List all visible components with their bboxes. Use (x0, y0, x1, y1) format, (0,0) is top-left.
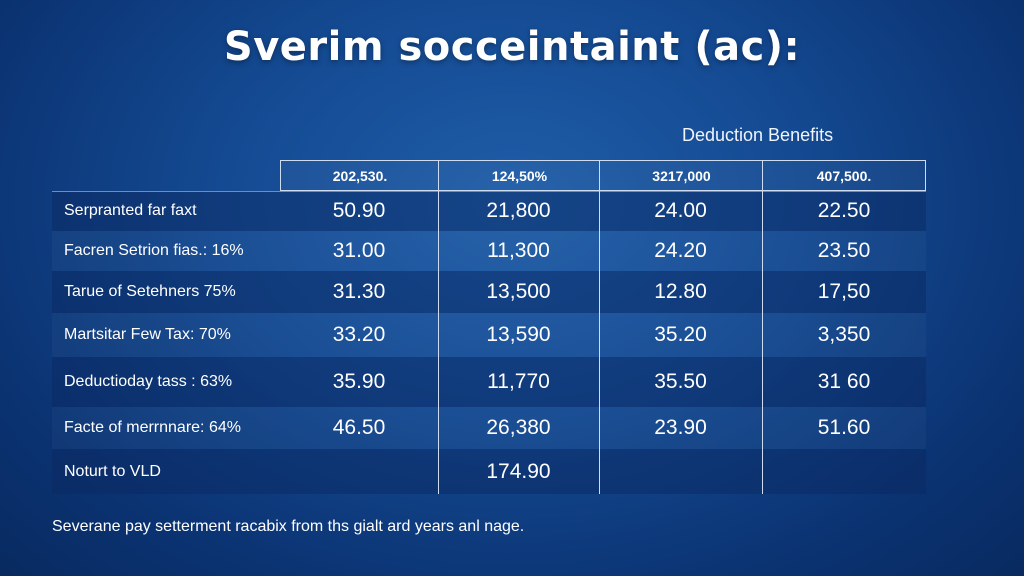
table-header-row: 202,530. 124,50% 3217,000 407,500. (280, 160, 926, 191)
table-cell: 35.50 (654, 370, 707, 393)
row-label: Noturt to VLD (64, 462, 161, 480)
table-row: Deductioday tass : 63% 35.90 11,770 35.5… (52, 357, 926, 407)
table-top-rule (52, 191, 926, 192)
row-label: Martsitar Few Tax: 70% (64, 326, 231, 343)
row-label: Serpranted far faxt (64, 202, 197, 219)
table-cell: 33.20 (332, 323, 386, 346)
table-cell (280, 449, 438, 494)
row-label: Tarue of Setehners 75% (64, 283, 236, 300)
table-cell: 24.20 (654, 239, 707, 262)
table-cell: 12.80 (654, 280, 707, 303)
table-cell: 13,590 (486, 323, 551, 346)
table-cell: 11,300 (487, 239, 550, 262)
column-divider (762, 160, 763, 494)
table-cell: 3,350 (817, 323, 871, 346)
table-cell: 23.90 (654, 416, 707, 439)
table-cell: 35.20 (654, 323, 707, 346)
data-table: 202,530. 124,50% 3217,000 407,500. Serpr… (52, 160, 926, 494)
table-cell: 13,500 (486, 280, 551, 303)
column-header-4: 407,500. (816, 168, 872, 184)
table-cell (762, 449, 926, 494)
table-cell: 31.00 (332, 239, 386, 262)
table-cell (599, 449, 762, 494)
column-divider (599, 160, 600, 494)
table-cell: 51.60 (817, 416, 871, 439)
table-cell: 11,770 (487, 370, 550, 393)
table-row: Facte of merrnnare: 64% 46.50 26,380 23.… (52, 407, 926, 449)
table-cell: 31.30 (332, 280, 386, 303)
table-cell: 21,800 (486, 199, 551, 222)
footnote: Severane pay setterment racabix from ths… (52, 518, 525, 535)
table-row: Martsitar Few Tax: 70% 33.20 13,590 35.2… (52, 313, 926, 357)
table-cell: 26,380 (486, 416, 551, 439)
table-row: Tarue of Setehners 75% 31.30 13,500 12.8… (52, 271, 926, 313)
table-cell: 23.50 (817, 239, 871, 262)
table-row: Facren Setrion fias.: 16% 31.00 11,300 2… (52, 231, 926, 271)
table-cell: 35.90 (332, 370, 386, 393)
row-label: Deductioday tass : 63% (64, 373, 233, 390)
column-header-1: 202,530. (332, 168, 388, 184)
table-cell: 24.00 (654, 199, 707, 222)
column-header-3: 3217,000 (652, 168, 711, 184)
table-row: Noturt to VLD 174.90 (52, 449, 926, 494)
table-cell: 174.90 (486, 459, 551, 483)
row-label: Facren Setrion fias.: 16% (64, 242, 244, 259)
table-cell: 22.50 (817, 199, 871, 222)
table-cell: 17,50 (817, 280, 871, 303)
column-divider (438, 160, 439, 494)
table-cell: 50.90 (332, 199, 386, 222)
column-header-2: 124,50% (491, 168, 548, 184)
table-row: Serpranted far faxt 50.90 21,800 24.00 2… (52, 191, 926, 231)
table-cell: 46.50 (332, 416, 386, 439)
chart-title: Sverim socceintaint (ac): (223, 24, 801, 70)
chart-subtitle: Deduction Benefits (682, 125, 834, 145)
row-label: Facte of merrnnare: 64% (64, 419, 241, 436)
table-cell: 31 60 (817, 370, 871, 393)
